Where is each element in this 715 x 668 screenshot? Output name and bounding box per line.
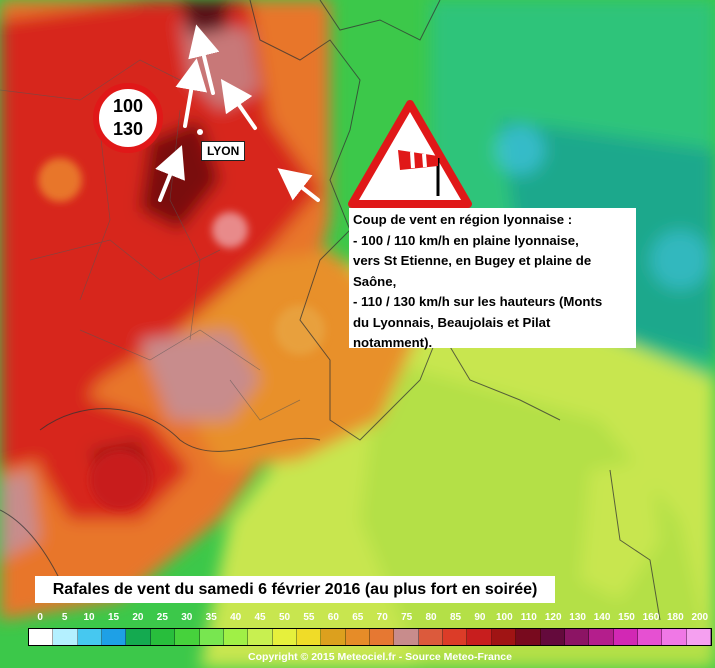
legend-swatch: [223, 629, 249, 645]
legend-value: 80: [425, 612, 437, 623]
legend-value: 100: [496, 612, 513, 623]
legend-color-bar: [28, 628, 712, 646]
legend-swatch: [662, 629, 687, 645]
legend-value: 65: [352, 612, 364, 623]
legend-value: 130: [569, 612, 586, 623]
legend-value: 150: [618, 612, 635, 623]
lyon-dot: [197, 129, 203, 135]
legend-swatch: [418, 629, 444, 645]
wind-arrows: [155, 24, 320, 202]
legend-swatch: [589, 629, 614, 645]
legend-swatch: [199, 629, 224, 645]
legend-value: 110: [520, 612, 537, 623]
legend-swatch: [443, 629, 468, 645]
legend-value: 70: [376, 612, 388, 623]
speed-limit-bottom: 130: [113, 119, 143, 139]
legend-swatch: [296, 629, 322, 645]
legend-value: 5: [61, 612, 68, 623]
legend-swatch: [686, 629, 712, 645]
alert-line: Saône,: [353, 273, 397, 289]
legend-swatch: [77, 629, 103, 645]
arrow-north-2: [188, 24, 220, 95]
alert-line: Coup de vent en région lyonnaise :: [353, 212, 573, 227]
legend-swatch: [248, 629, 273, 645]
legend-value: 20: [132, 612, 144, 623]
legend-value: 85: [449, 612, 462, 623]
alert-line: notamment).: [353, 335, 433, 350]
legend-swatch: [175, 629, 200, 645]
map-caption: Rafales de vent du samedi 6 février 2016…: [35, 576, 555, 603]
legend-swatch: [564, 629, 590, 645]
legend-value: 90: [474, 612, 486, 623]
legend-swatch: [491, 629, 517, 645]
legend-swatch: [345, 629, 371, 645]
windsock-warning-icon: [348, 100, 472, 208]
alert-line: du Lyonnais, Beaujolais et Pilat: [353, 314, 551, 330]
arrow-north-1: [175, 58, 208, 128]
copyright-text: Copyright © 2015 Meteociel.fr - Source M…: [248, 651, 512, 663]
legend-value: 60: [327, 612, 339, 623]
legend-swatch: [321, 629, 346, 645]
legend-swatch: [540, 629, 565, 645]
legend-swatch: [394, 629, 419, 645]
city-label-lyon: LYON: [201, 141, 246, 161]
legend-values: 0 5 10 15 20 25 30 35 40 45 50 55 60 65 70 75 80 85 90 100 1…: [28, 611, 712, 625]
legend-swatch: [150, 629, 176, 645]
legend-swatch: [29, 629, 54, 645]
alert-line: vers St Etienne, en Bugey et plaine de: [353, 253, 592, 268]
legend-value: 40: [230, 612, 242, 623]
arrow-northeast: [220, 78, 257, 130]
legend-swatch: [467, 629, 492, 645]
legend-value: 200: [691, 612, 709, 623]
legend-value: 35: [205, 612, 217, 623]
legend-swatch: [102, 629, 127, 645]
legend-value: 25: [156, 612, 168, 623]
legend-value: 50: [278, 612, 291, 623]
arrow-east: [277, 168, 320, 202]
legend-swatch: [370, 629, 395, 645]
legend-value: 0: [37, 612, 43, 623]
legend-value: 10: [83, 612, 95, 623]
legend-value: 120: [544, 612, 562, 623]
alert-line: - 110 / 130 km/h sur les hauteurs (Monts: [353, 294, 603, 309]
speed-limit-sign: 100 130: [93, 83, 163, 153]
legend-value: 15: [107, 612, 120, 623]
legend-swatch: [272, 629, 297, 645]
speed-limit-top: 100: [113, 96, 143, 116]
alert-text-box: Coup de vent en région lyonnaise : - 100…: [349, 208, 636, 350]
legend-swatch: [53, 629, 78, 645]
legend-swatch: [516, 629, 541, 645]
arrow-southwest: [155, 145, 185, 202]
legend-swatch: [613, 629, 638, 645]
legend-value: 180: [667, 612, 684, 623]
legend-swatch: [637, 629, 663, 645]
alert-line: - 100 / 110 km/h en plaine lyonnaise,: [353, 232, 579, 248]
legend-value: 45: [254, 612, 266, 623]
legend-swatch: [126, 629, 151, 645]
legend-value: 140: [593, 612, 611, 623]
legend-value: 160: [642, 612, 660, 623]
legend-value: 55: [303, 612, 315, 623]
legend-value: 30: [181, 612, 193, 623]
legend-value: 75: [401, 612, 413, 623]
